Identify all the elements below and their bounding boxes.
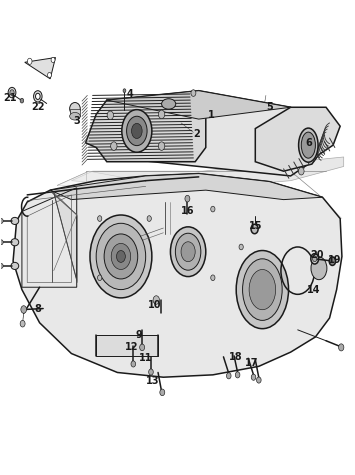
Ellipse shape xyxy=(236,250,289,329)
Ellipse shape xyxy=(8,87,16,98)
Text: 2: 2 xyxy=(193,129,200,139)
Ellipse shape xyxy=(111,243,131,269)
Ellipse shape xyxy=(96,223,146,290)
Ellipse shape xyxy=(90,215,152,298)
Ellipse shape xyxy=(11,262,19,269)
Ellipse shape xyxy=(27,58,32,65)
Text: 11: 11 xyxy=(139,353,152,363)
Polygon shape xyxy=(54,192,77,280)
Text: 3: 3 xyxy=(73,116,80,126)
Ellipse shape xyxy=(160,389,165,396)
Ellipse shape xyxy=(153,296,159,304)
Ellipse shape xyxy=(20,320,25,327)
Text: 10: 10 xyxy=(148,300,161,310)
Text: 1: 1 xyxy=(208,110,214,120)
Ellipse shape xyxy=(191,90,196,96)
Ellipse shape xyxy=(132,124,142,139)
Text: 6: 6 xyxy=(305,138,312,148)
Ellipse shape xyxy=(48,73,51,77)
Ellipse shape xyxy=(0,218,3,223)
Ellipse shape xyxy=(181,242,195,262)
Text: 22: 22 xyxy=(31,102,45,112)
Ellipse shape xyxy=(162,99,176,109)
Ellipse shape xyxy=(98,275,102,281)
Ellipse shape xyxy=(299,167,304,175)
Ellipse shape xyxy=(11,218,19,225)
Ellipse shape xyxy=(329,257,335,266)
Ellipse shape xyxy=(131,361,136,367)
Text: 18: 18 xyxy=(229,352,243,362)
Ellipse shape xyxy=(116,250,125,262)
Ellipse shape xyxy=(10,90,14,95)
Text: 4: 4 xyxy=(126,89,133,99)
Ellipse shape xyxy=(20,98,24,103)
Ellipse shape xyxy=(226,373,231,379)
Ellipse shape xyxy=(107,111,114,120)
Polygon shape xyxy=(100,91,312,176)
Ellipse shape xyxy=(170,227,206,276)
Ellipse shape xyxy=(251,374,256,380)
Ellipse shape xyxy=(0,240,3,245)
Ellipse shape xyxy=(299,128,318,162)
Text: 21: 21 xyxy=(4,93,17,103)
Ellipse shape xyxy=(21,306,27,314)
Ellipse shape xyxy=(301,132,315,158)
Ellipse shape xyxy=(51,57,55,63)
Ellipse shape xyxy=(36,93,40,99)
Ellipse shape xyxy=(242,259,282,320)
Ellipse shape xyxy=(211,275,215,281)
Polygon shape xyxy=(255,107,340,171)
Text: 15: 15 xyxy=(248,221,262,231)
Ellipse shape xyxy=(249,269,275,310)
Ellipse shape xyxy=(211,206,215,212)
Polygon shape xyxy=(13,173,342,377)
Text: 16: 16 xyxy=(181,207,195,217)
Polygon shape xyxy=(107,91,291,119)
Ellipse shape xyxy=(0,264,3,268)
Ellipse shape xyxy=(235,372,240,378)
Text: 17: 17 xyxy=(245,358,258,368)
Ellipse shape xyxy=(313,256,317,262)
Ellipse shape xyxy=(70,113,80,120)
Ellipse shape xyxy=(175,233,201,270)
Ellipse shape xyxy=(127,116,147,146)
Ellipse shape xyxy=(123,89,126,93)
Text: 13: 13 xyxy=(146,376,159,386)
Ellipse shape xyxy=(257,377,261,383)
Polygon shape xyxy=(86,100,206,162)
Polygon shape xyxy=(70,109,80,116)
Polygon shape xyxy=(25,57,55,79)
Ellipse shape xyxy=(122,110,152,152)
Text: 8: 8 xyxy=(34,304,41,314)
Ellipse shape xyxy=(251,224,258,234)
Text: 14: 14 xyxy=(307,285,321,294)
Polygon shape xyxy=(50,173,322,200)
Ellipse shape xyxy=(158,142,165,151)
Text: 9: 9 xyxy=(135,330,142,340)
Ellipse shape xyxy=(311,257,327,280)
Ellipse shape xyxy=(147,216,151,221)
Ellipse shape xyxy=(34,91,42,102)
Polygon shape xyxy=(71,157,344,190)
Text: 12: 12 xyxy=(125,342,138,352)
Ellipse shape xyxy=(11,238,19,246)
Text: 19: 19 xyxy=(328,255,342,265)
Text: 20: 20 xyxy=(310,250,324,260)
Ellipse shape xyxy=(98,216,102,221)
Ellipse shape xyxy=(158,110,165,119)
Polygon shape xyxy=(96,334,158,356)
Ellipse shape xyxy=(70,103,80,115)
Ellipse shape xyxy=(140,344,144,351)
Ellipse shape xyxy=(149,369,153,375)
Ellipse shape xyxy=(111,142,117,151)
Ellipse shape xyxy=(185,195,190,202)
Text: 5: 5 xyxy=(266,102,273,112)
Polygon shape xyxy=(57,171,342,218)
Ellipse shape xyxy=(104,234,138,279)
Ellipse shape xyxy=(311,254,318,264)
Ellipse shape xyxy=(339,344,344,351)
Ellipse shape xyxy=(239,244,243,250)
